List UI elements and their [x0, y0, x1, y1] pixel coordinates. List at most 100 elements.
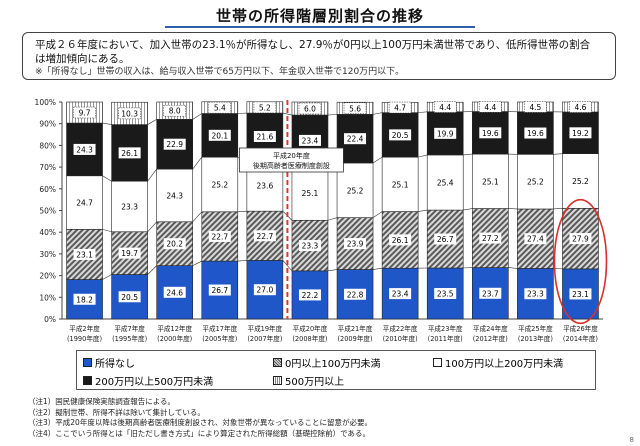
data-label-bg [389, 234, 412, 246]
data-label-bg [163, 138, 186, 150]
legend-item-under-1m: 0円以上100万円未満 [273, 355, 380, 370]
data-label-bg [253, 101, 277, 114]
data-label: 23.3 [121, 202, 138, 211]
data-label: 20.5 [121, 293, 138, 302]
data-label-bg [479, 127, 502, 139]
data-label: 26.1 [121, 149, 138, 158]
data-label: 22.9 [166, 140, 183, 149]
data-label: 22.2 [302, 291, 319, 300]
data-label-bg [569, 233, 592, 245]
data-label-bg [298, 240, 321, 252]
footnote-4: （注4）ここでいう所得とは「旧ただし書き方式」により算定された所得総額（基礎控除… [28, 428, 371, 438]
data-label: 19.2 [572, 129, 589, 138]
data-label-bg [569, 101, 592, 113]
data-label: 22.7 [257, 232, 274, 241]
data-label: 25.1 [392, 180, 409, 189]
data-label: 4.6 [574, 103, 586, 112]
x-tick-year-label: (2000年度) [157, 334, 192, 343]
data-label: 5.2 [259, 103, 271, 112]
series-connector [463, 208, 473, 211]
data-label: 23.1 [76, 250, 93, 259]
data-label: 4.7 [394, 104, 406, 113]
data-label-bg [434, 177, 457, 189]
data-label: 24.3 [166, 191, 183, 200]
data-label-bg [253, 284, 276, 296]
data-label-bg [344, 288, 367, 300]
data-label-bg [343, 102, 367, 115]
data-label: 21.6 [257, 133, 274, 142]
data-label: 24.6 [166, 288, 183, 297]
footnotes: （注1）国民健康保険実態調査報告による。 （注2）擬制世帯、所得不詳は除いて集計… [28, 397, 372, 439]
title-underline [165, 26, 475, 28]
y-tick-label: 50% [39, 207, 56, 216]
x-tick-label: 平成17年度 [202, 324, 237, 333]
summary-line-2: は増加傾向にある。 [35, 53, 130, 65]
data-label: 19.6 [482, 129, 499, 138]
data-label-bg [569, 175, 592, 187]
x-tick-year-label: (2011年度) [428, 334, 463, 343]
series-connector [147, 221, 157, 232]
data-label: 5.6 [349, 104, 361, 113]
data-label: 27.0 [257, 286, 274, 295]
data-label: 18.2 [76, 295, 93, 304]
data-label-bg [118, 147, 141, 159]
data-label-bg [388, 101, 412, 114]
data-label-bg [163, 189, 186, 201]
footnote-1: （注1）国民健康保険実態調査報告による。 [28, 397, 176, 406]
data-label-bg [163, 104, 186, 117]
legend-swatch-4 [83, 376, 92, 385]
data-label: 20.2 [166, 240, 183, 249]
y-tick-label: 10% [39, 293, 56, 302]
legend-label-5: 500万円以上 [285, 377, 345, 388]
data-label: 19.9 [437, 129, 454, 138]
series-connector [102, 122, 112, 125]
annotation-line-2: 後期高齢者医療制度創設 [253, 161, 330, 170]
data-label-bg [524, 233, 547, 245]
legend-swatch-1 [83, 358, 92, 367]
data-label-bg [208, 284, 231, 296]
data-label-bg [524, 288, 547, 300]
x-tick-year-label: (1995年度) [112, 334, 147, 343]
data-label-bg [118, 247, 141, 259]
summary-box: 平成２６年度において、加入世帯の23.1％が所得なし、27.9％が0円以上100… [22, 32, 616, 80]
legend-label-4: 200万円以上500万円未満 [95, 377, 214, 388]
legend-item-over-5m: 500万円以上 [273, 373, 344, 388]
data-label-bg [569, 127, 592, 139]
data-label-bg [569, 288, 592, 300]
x-tick-label: 平成2年度 [69, 324, 100, 333]
data-label-bg [73, 248, 96, 260]
data-label: 20.5 [392, 131, 409, 140]
x-tick-label: 平成12年度 [157, 324, 192, 333]
data-label: 4.4 [484, 103, 496, 112]
data-label-bg [298, 102, 322, 115]
data-label: 25.2 [347, 186, 364, 195]
legend-swatch-5 [273, 376, 282, 385]
data-label-bg [163, 286, 186, 298]
footnote-3: （注3）平成20年度以降は後期高齢者医療制度創設され、対象世帯が異なっていること… [28, 418, 373, 427]
data-label: 25.4 [437, 179, 454, 188]
x-tick-label: 平成24年度 [473, 324, 508, 333]
series-connector [192, 211, 203, 222]
series-connector [372, 112, 383, 115]
data-label: 22.4 [347, 135, 364, 144]
data-label: 27.2 [482, 234, 499, 243]
summary-note: ※「所得なし」世帯の収入は、給与収入世帯で65万円以下、年金収入世帯で120万円… [35, 67, 405, 77]
data-label: 23.3 [302, 242, 319, 251]
data-label: 19.6 [527, 129, 544, 138]
data-label: 23.4 [392, 290, 409, 299]
data-label-bg [389, 288, 412, 300]
y-tick-label: 100% [35, 98, 56, 107]
data-label: 26.1 [392, 236, 409, 245]
x-tick-year-label: (2009年度) [337, 334, 372, 343]
data-label-bg [389, 178, 412, 190]
data-label: 20.1 [211, 131, 228, 140]
data-label-bg [298, 187, 321, 199]
data-label: 23.7 [482, 289, 499, 298]
y-tick-label: 90% [39, 120, 56, 129]
data-label: 22.8 [347, 290, 364, 299]
y-tick-label: 0% [44, 315, 56, 324]
data-label: 10.3 [121, 109, 138, 118]
x-tick-year-label: (1990年度) [67, 334, 102, 343]
data-label-bg [524, 127, 547, 139]
